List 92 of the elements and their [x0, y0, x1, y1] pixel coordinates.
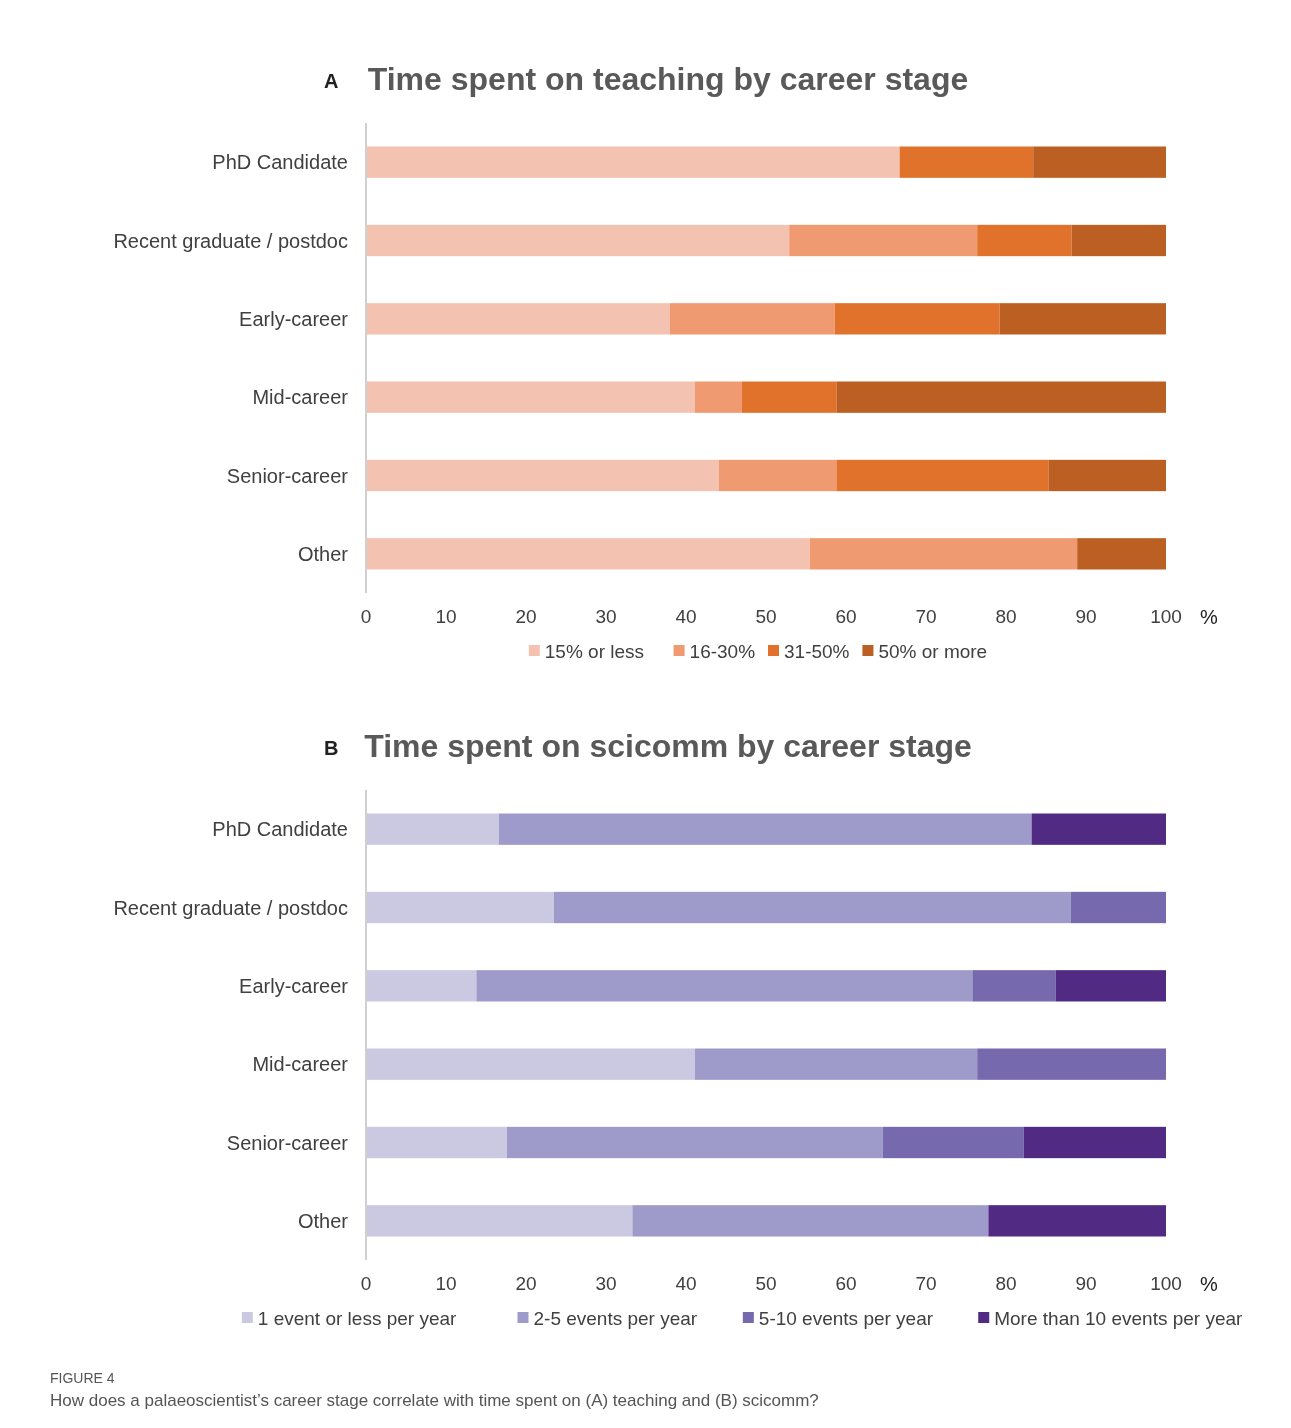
x-tick-label: 50 [755, 606, 777, 627]
bar [670, 303, 835, 335]
text: How does a palaeoscientist’s career stage correlate with time spent on (A) teaching and (B) scicomm? [50, 1391, 819, 1410]
bar [977, 1048, 1166, 1080]
x-tick-label: 100 [1150, 606, 1182, 627]
bar [366, 1126, 507, 1159]
x-tick-label: 40 [675, 1273, 697, 1294]
x-tick-label: 30 [595, 1273, 617, 1294]
y-tick-label: Early-career [239, 974, 349, 997]
x-axis-title: % [1200, 606, 1218, 628]
bar [1048, 459, 1166, 492]
bar [366, 891, 554, 924]
text: B [324, 737, 339, 759]
bar [972, 970, 1056, 1002]
legend-label: More than 10 events per year [994, 1308, 1244, 1329]
y-tick-label: Early-career [239, 307, 349, 330]
chart-title: Time spent on teaching by career stage [367, 61, 969, 97]
y-tick-label: Other [297, 1209, 349, 1232]
legend-label: 31-50% [784, 641, 850, 662]
bar [366, 303, 670, 335]
bar [366, 224, 790, 257]
bar [988, 1205, 1166, 1237]
bar [1023, 1126, 1166, 1159]
bar [1031, 813, 1166, 845]
bar [366, 538, 810, 570]
bar [498, 813, 1032, 845]
bar [999, 303, 1166, 335]
x-tick-label: 50 [755, 1273, 777, 1294]
bar [718, 459, 837, 492]
bar [789, 224, 978, 257]
legend-label: 2-5 events per year [533, 1308, 698, 1329]
bar [366, 813, 499, 845]
bar [506, 1126, 883, 1159]
bar [554, 891, 1071, 924]
bar [1055, 970, 1166, 1002]
y-tick-label: Senior-career [226, 464, 349, 487]
x-tick-label: 60 [835, 606, 857, 627]
y-tick-label: PhD Candidate [212, 151, 348, 174]
y-tick-label: Recent graduate / postdoc [113, 896, 348, 919]
bar [366, 1205, 633, 1237]
chart-title: Time spent on scicomm by career stage [364, 728, 972, 764]
x-tick-label: 0 [360, 1273, 372, 1294]
x-tick-label: 70 [915, 606, 937, 627]
y-tick-label: PhD Candidate [212, 818, 348, 841]
bar [632, 1205, 989, 1237]
x-tick-label: 30 [595, 606, 617, 627]
x-tick-label: 0 [360, 606, 372, 627]
bar [899, 146, 1034, 178]
bar [366, 1048, 695, 1080]
x-tick-label: 10 [435, 1273, 457, 1294]
legend-label: 5-10 events per year [758, 1308, 934, 1329]
bar [1033, 146, 1166, 178]
y-tick-label: Mid-career [252, 386, 349, 409]
bar [366, 459, 719, 492]
x-tick-label: 40 [675, 606, 697, 627]
bar [366, 970, 477, 1002]
bar [694, 381, 742, 413]
bar [977, 224, 1072, 257]
bar [810, 538, 1078, 570]
legend-label: 15% or less [544, 641, 645, 662]
x-tick-label: 80 [995, 606, 1017, 627]
x-tick-label: 90 [1075, 606, 1097, 627]
y-tick-label: Mid-career [252, 1053, 349, 1076]
bar [366, 381, 695, 413]
x-tick-label: 100 [1150, 1273, 1182, 1294]
legend-label: 50% or more [878, 641, 988, 662]
bar [1071, 224, 1166, 257]
bar [882, 1126, 1024, 1159]
bar [366, 146, 900, 178]
bar [476, 970, 973, 1002]
x-tick-label: 60 [835, 1273, 857, 1294]
y-tick-label: Other [297, 542, 349, 565]
bar [1070, 891, 1166, 924]
caption: FIGURE 4 [50, 1370, 115, 1386]
x-axis-title: % [1200, 1273, 1218, 1295]
bar [1077, 538, 1166, 570]
bar [836, 381, 1166, 413]
bar [836, 459, 1049, 492]
legend-label: 1 event or less per year [257, 1308, 458, 1329]
x-tick-label: 20 [515, 606, 537, 627]
x-tick-label: 10 [435, 606, 457, 627]
x-tick-label: 70 [915, 1273, 937, 1294]
text: A [324, 70, 339, 92]
bar [834, 303, 1000, 335]
bar [694, 1048, 978, 1080]
bar [742, 381, 837, 413]
legend-label: 16-30% [689, 641, 756, 662]
x-tick-label: 80 [995, 1273, 1017, 1294]
y-tick-label: Recent graduate / postdoc [113, 229, 348, 252]
y-tick-label: Senior-career [226, 1131, 349, 1154]
x-tick-label: 20 [515, 1273, 537, 1294]
x-tick-label: 90 [1075, 1273, 1097, 1294]
